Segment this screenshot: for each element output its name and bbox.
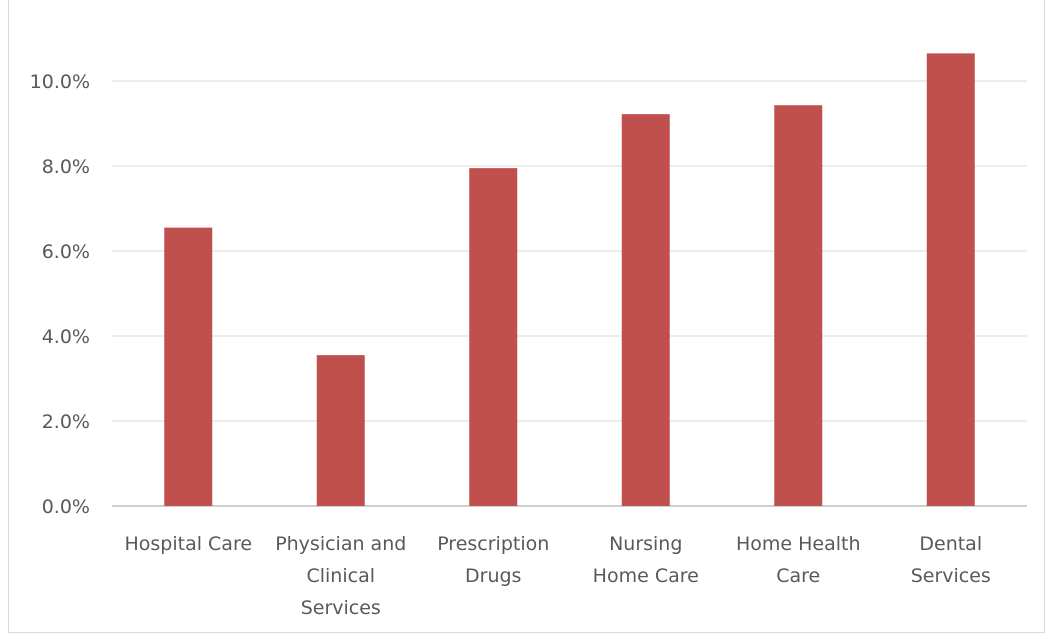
x-category-label: Services: [301, 597, 381, 619]
x-category-label: Home Health: [736, 533, 861, 555]
x-category-label: Clinical: [306, 565, 375, 587]
x-category-label: Physician and: [275, 533, 406, 555]
y-tick-label: 4.0%: [42, 326, 90, 348]
x-category-label: Hospital Care: [124, 533, 252, 555]
y-tick-label: 8.0%: [42, 156, 90, 178]
y-tick-label: 0.0%: [42, 496, 90, 518]
y-tick-label: 6.0%: [42, 241, 90, 263]
bar: [164, 227, 213, 506]
x-axis-categories: Hospital Care Physician and Clinical Servic…: [124, 533, 990, 619]
bar: [621, 114, 670, 507]
x-category-label: Home Care: [593, 565, 699, 587]
bar: [774, 105, 823, 506]
bar: [316, 355, 365, 506]
x-category-label: Dental: [919, 533, 982, 555]
x-category-label: Nursing: [609, 533, 682, 555]
y-tick-label: 2.0%: [42, 411, 90, 433]
x-category-label: Care: [776, 565, 820, 587]
gridlines: [112, 80, 1027, 507]
y-axis-ticks: 0.0% 2.0% 4.0% 6.0% 8.0% 10.0%: [30, 71, 90, 518]
bars: [164, 53, 975, 507]
bar: [469, 168, 518, 506]
bar: [926, 53, 975, 506]
x-category-label: Prescription: [437, 533, 549, 555]
x-category-label: Drugs: [465, 565, 521, 587]
x-category-label: Services: [911, 565, 991, 587]
y-tick-label: 10.0%: [30, 71, 90, 93]
